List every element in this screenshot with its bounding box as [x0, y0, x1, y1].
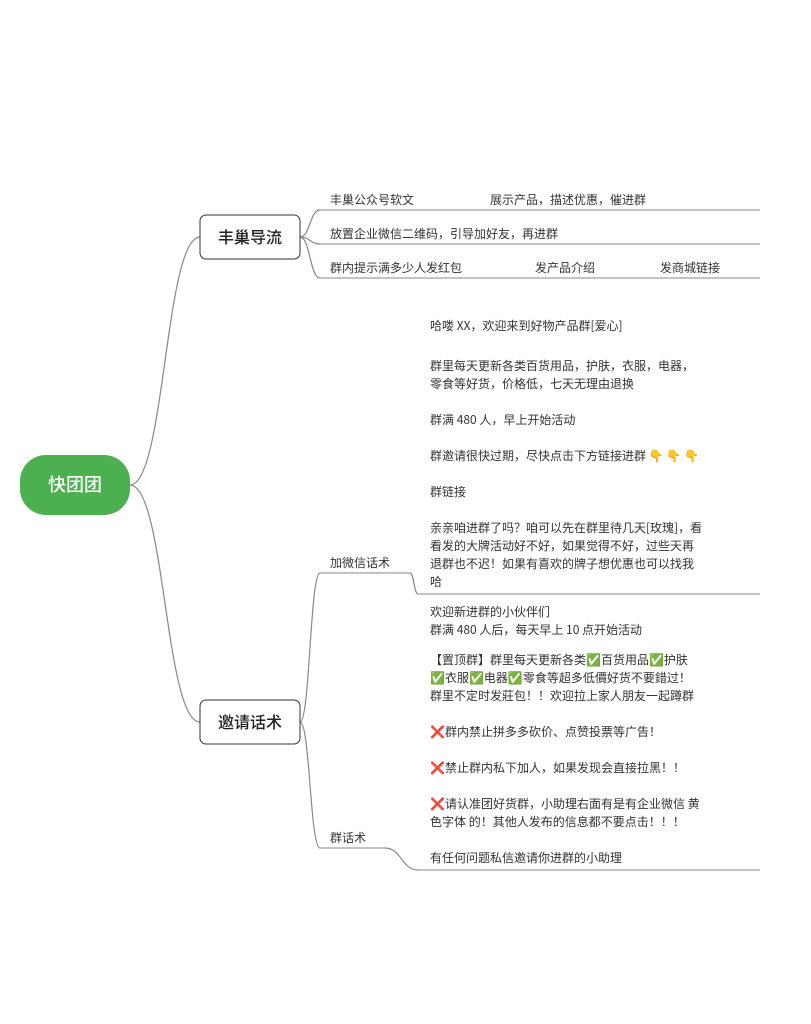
connector-branch-sub — [300, 722, 320, 848]
content-line: ✅衣服✅电器✅零食等超多低價好货不要錯过！ — [430, 669, 691, 686]
connectors — [130, 210, 418, 870]
content-line: 欢迎新进群的小伙伴们 — [430, 603, 550, 620]
content-line: 群邀请很快过期，尽快点击下方链接进群 👇 👇 👇 — [430, 447, 699, 464]
content-line: 哈 — [430, 573, 442, 590]
content-line: ❌群内禁止拼多多砍价、点赞投票等广告！ — [430, 723, 661, 740]
root-node: 快团团 — [20, 455, 130, 515]
mindmap: 快团团 丰巢导流邀请话术 丰巢公众号软文 展示产品，描述优惠，催进群放置企业微信二… — [0, 0, 811, 1024]
content-line: 退群也不迟！如果有喜欢的牌子想优惠也可以找我 — [430, 555, 694, 572]
connector-branch-leaf — [300, 210, 320, 237]
leaf-nodes: 丰巢公众号软文展示产品，描述优惠，催进群放置企业微信二维码，引导加好友，再进群群… — [320, 191, 760, 870]
branch-label-b1: 丰巢导流 — [218, 224, 282, 248]
content-line: 群里每天更新各类百货用品，护肤，衣服，电器， — [430, 357, 694, 374]
content-line: 零食等好货，价格低，七天无理由退换 — [430, 375, 634, 392]
branch-label-b2: 邀请话术 — [218, 709, 282, 733]
content-line: 亲亲咱进群了吗？咱可以先在群里待几天[玫瑰]，看 — [430, 519, 702, 536]
content-line: 色字体 的！其他人发布的信息都不要点击！！！ — [430, 813, 685, 830]
root-label: 快团团 — [48, 471, 102, 497]
content-line: ❌禁止群内私下加人，如果发现会直接拉黑！！ — [430, 759, 685, 776]
content-line: 群链接 — [430, 483, 466, 500]
content-line: 【置顶群】群里每天更新各类✅百货用品✅护肤 — [430, 651, 688, 668]
leaf-text: 丰巢公众号软文 — [330, 191, 414, 208]
content-line: 哈喽 XX，欢迎来到好物产品群[爱心] — [430, 317, 623, 334]
branch-nodes: 丰巢导流邀请话术 — [200, 215, 300, 744]
content-line: ❌请认准团好货群，小助理右面有是有企业微信 黄 — [430, 795, 700, 812]
leaf-text: 发商城链接 — [660, 259, 720, 276]
sub-label: 群话术 — [330, 829, 366, 846]
leaf-text: 放置企业微信二维码，引导加好友，再进群 — [330, 225, 558, 242]
content-line: 有任何问题私信邀请你进群的小助理 — [430, 849, 622, 866]
content-line: 群满 480 人后，每天早上 10 点开始活动 — [430, 621, 642, 638]
content-line: 群满 480 人，早上开始活动 — [430, 411, 575, 428]
sub-label: 加微信话术 — [330, 554, 390, 571]
connector-branch-sub — [300, 573, 320, 722]
leaf-text: 发产品介绍 — [535, 259, 595, 276]
leaf-text: 展示产品，描述优惠，催进群 — [490, 191, 646, 208]
connector-sub-content — [410, 573, 418, 594]
connector-sub-content — [385, 848, 418, 870]
connector-root-branch — [130, 237, 200, 485]
content-line: 群里不定时发莊包！！欢迎拉上家人朋友一起蹲群 — [430, 687, 694, 704]
content-line: 看发的大牌活动好不好，如果觉得不好，过些天再 — [430, 537, 694, 554]
connector-root-branch — [130, 485, 200, 722]
leaf-text: 群内提示满多少人发红包 — [330, 259, 462, 276]
